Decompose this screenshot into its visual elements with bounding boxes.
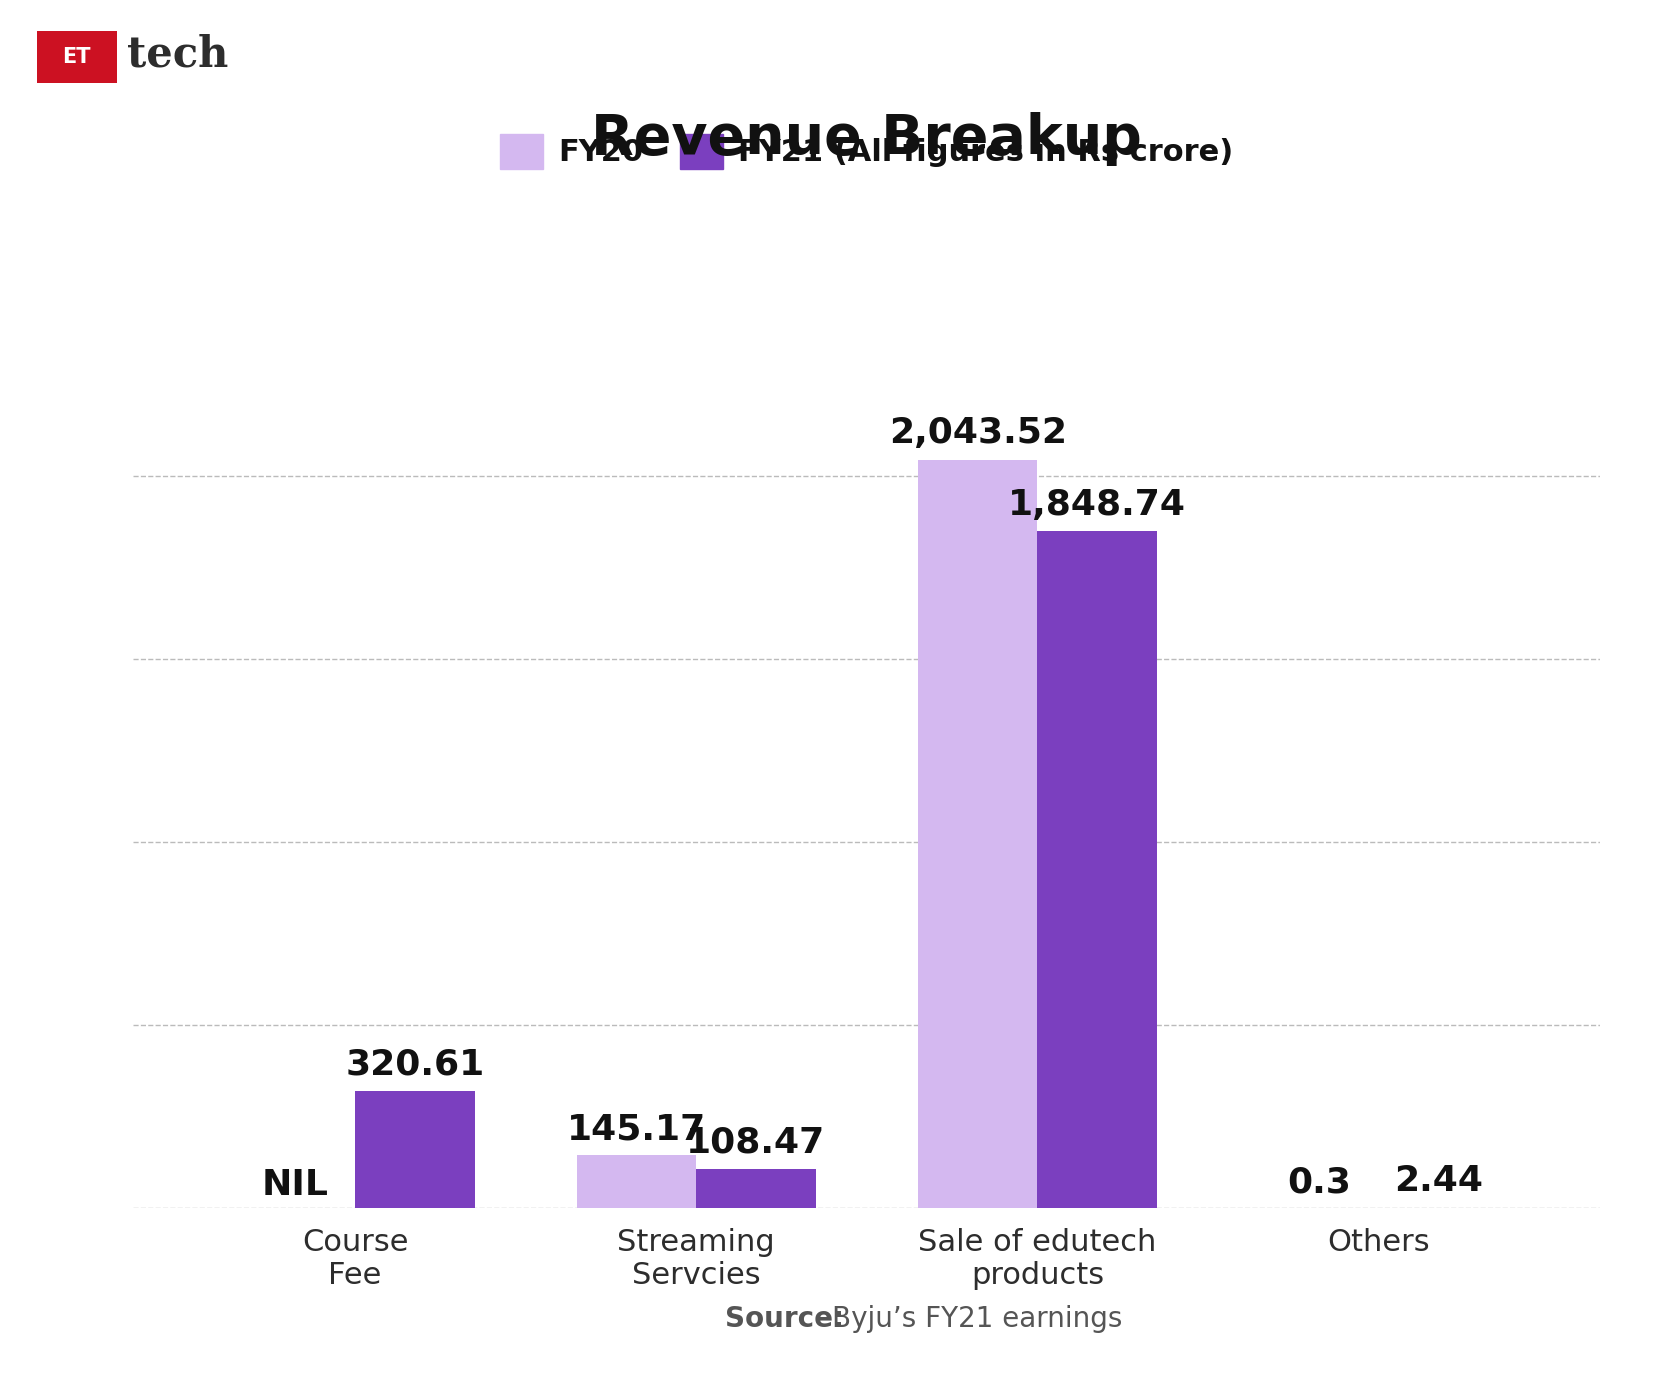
Bar [577, 1156, 697, 1208]
Bar [355, 1090, 475, 1208]
Bar [919, 460, 1037, 1208]
Text: Byju’s FY21 earnings: Byju’s FY21 earnings [832, 1306, 1122, 1333]
Text: Revenue Breakup: Revenue Breakup [592, 113, 1142, 165]
Text: 145.17: 145.17 [567, 1113, 707, 1146]
Text: tech: tech [127, 33, 228, 75]
Text: 0.3: 0.3 [1287, 1165, 1350, 1199]
Text: ET: ET [62, 47, 92, 67]
Text: 2,043.52: 2,043.52 [889, 417, 1067, 450]
Text: 1,848.74: 1,848.74 [1009, 488, 1187, 522]
Bar [697, 1168, 815, 1208]
Bar [1037, 531, 1157, 1208]
Text: NIL: NIL [262, 1168, 328, 1201]
Text: 2.44: 2.44 [1394, 1164, 1482, 1199]
Text: 320.61: 320.61 [345, 1047, 485, 1082]
Text: 108.47: 108.47 [687, 1125, 825, 1160]
Legend: FY20, FY21 (All figures in Rs crore): FY20, FY21 (All figures in Rs crore) [488, 121, 1245, 181]
Text: Source:: Source: [725, 1306, 844, 1333]
